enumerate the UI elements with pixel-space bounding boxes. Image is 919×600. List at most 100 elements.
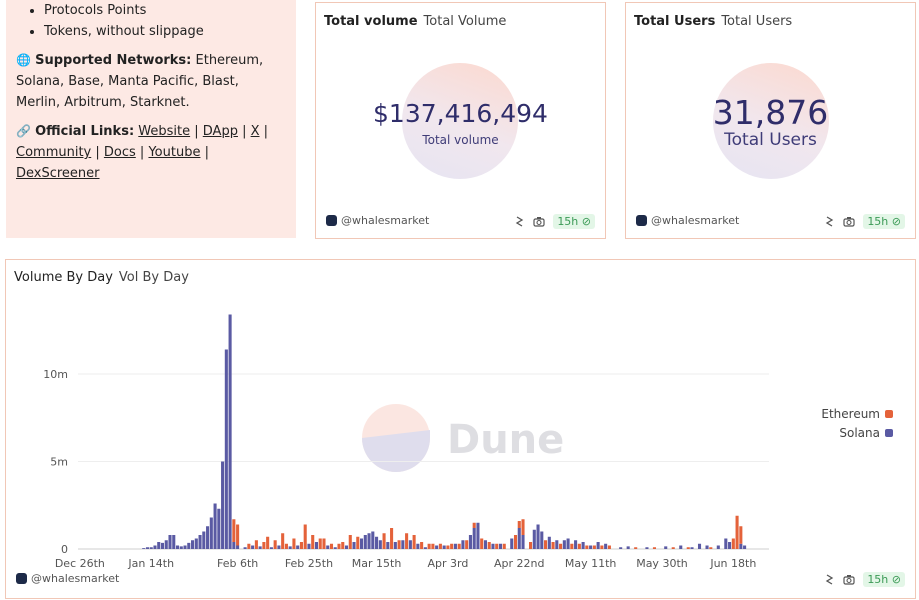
solana-bar[interactable] <box>690 547 694 549</box>
ethereum-bar[interactable] <box>318 538 322 550</box>
ethereum-bar[interactable] <box>709 547 713 549</box>
solana-bar[interactable] <box>540 531 544 550</box>
ethereum-bar[interactable] <box>390 528 394 549</box>
ethereum-bar[interactable] <box>513 535 518 549</box>
solana-bar[interactable] <box>739 543 743 549</box>
solana-bar[interactable] <box>371 531 375 550</box>
ethereum-bar[interactable] <box>577 543 581 549</box>
solana-bar[interactable] <box>679 545 683 550</box>
ethereum-bar[interactable] <box>472 522 476 528</box>
solana-bar[interactable] <box>442 545 446 550</box>
ethereum-bar[interactable] <box>570 543 574 549</box>
ethereum-bar[interactable] <box>528 542 533 549</box>
ethereum-bar[interactable] <box>299 542 303 549</box>
solana-bar[interactable] <box>232 542 236 549</box>
ethereum-bar[interactable] <box>292 538 296 550</box>
solana-bar[interactable] <box>521 535 525 549</box>
solana-bar[interactable] <box>375 536 379 549</box>
refresh-age-badge[interactable]: 15h ⊘ <box>863 572 905 587</box>
solana-bar[interactable] <box>472 528 476 549</box>
ethereum-bar[interactable] <box>487 542 491 549</box>
ethereum-bar[interactable] <box>495 543 499 549</box>
solana-bar[interactable] <box>314 542 319 549</box>
solana-bar[interactable] <box>393 542 397 549</box>
solana-bar[interactable] <box>251 545 255 550</box>
solana-bar[interactable] <box>453 543 457 549</box>
ethereum-bar[interactable] <box>232 519 236 542</box>
solana-bar[interactable] <box>296 545 300 550</box>
ethereum-bar[interactable] <box>739 526 743 544</box>
ethereum-bar[interactable] <box>457 543 461 549</box>
legend-item-solana[interactable]: Solana <box>821 424 893 443</box>
ethereum-bar[interactable] <box>254 540 258 549</box>
ethereum-bar[interactable] <box>450 543 454 549</box>
solana-bar[interactable] <box>596 542 600 549</box>
solana-bar[interactable] <box>344 545 349 550</box>
legend-item-ethereum[interactable]: Ethereum <box>821 405 893 424</box>
solana-bar[interactable] <box>555 540 559 549</box>
ethereum-bar[interactable] <box>607 545 611 550</box>
ethereum-bar[interactable] <box>420 542 424 549</box>
solana-bar[interactable] <box>743 545 747 550</box>
ethereum-bar[interactable] <box>247 543 251 549</box>
ethereum-bar[interactable] <box>544 540 548 549</box>
solana-bar[interactable] <box>589 545 593 550</box>
solana-bar[interactable] <box>228 314 232 550</box>
link-docs[interactable]: Docs <box>103 145 136 160</box>
solana-bar[interactable] <box>547 536 551 549</box>
solana-bar[interactable] <box>697 543 702 549</box>
ethereum-bar[interactable] <box>502 543 506 549</box>
ethereum-bar[interactable] <box>686 547 690 549</box>
ethereum-bar[interactable] <box>521 519 525 535</box>
solana-bar[interactable] <box>153 545 157 550</box>
solana-bar[interactable] <box>194 538 198 550</box>
solana-bar[interactable] <box>206 526 210 549</box>
solana-bar[interactable] <box>164 540 168 549</box>
solana-bar[interactable] <box>401 540 405 549</box>
solana-bar[interactable] <box>645 547 649 549</box>
solana-bar[interactable] <box>202 531 206 550</box>
solana-bar[interactable] <box>510 538 514 550</box>
link-website[interactable]: Website <box>138 124 191 139</box>
solana-bar[interactable] <box>149 547 153 549</box>
solana-bar[interactable] <box>416 543 420 549</box>
solana-bar[interactable] <box>367 533 371 549</box>
owner[interactable]: @whalesmarket <box>636 214 739 227</box>
solana-bar[interactable] <box>352 542 356 549</box>
ethereum-bar[interactable] <box>431 543 435 549</box>
solana-bar[interactable] <box>172 535 176 549</box>
fork-icon[interactable] <box>824 573 835 586</box>
solana-bar[interactable] <box>191 540 195 549</box>
solana-bar[interactable] <box>157 542 161 549</box>
owner[interactable]: @whalesmarket <box>326 214 429 227</box>
solana-bar[interactable] <box>498 543 503 549</box>
solana-bar[interactable] <box>333 547 337 549</box>
solana-bar[interactable] <box>476 522 480 549</box>
solana-bar[interactable] <box>705 545 709 550</box>
ethereum-bar[interactable] <box>465 540 469 549</box>
solana-bar[interactable] <box>269 547 273 549</box>
ethereum-bar[interactable] <box>322 538 326 550</box>
ethereum-bar[interactable] <box>356 536 360 549</box>
ethereum-bar[interactable] <box>671 547 675 549</box>
solana-bar[interactable] <box>716 545 720 550</box>
solana-bar[interactable] <box>145 547 150 549</box>
solana-bar[interactable] <box>326 545 330 550</box>
ethereum-bar[interactable] <box>329 543 334 549</box>
solana-bar[interactable] <box>363 535 367 549</box>
owner[interactable]: @whalesmarket <box>16 572 119 585</box>
solana-bar[interactable] <box>142 548 146 549</box>
ethereum-bar[interactable] <box>303 524 307 550</box>
solana-bar[interactable] <box>468 535 472 549</box>
ethereum-bar[interactable] <box>438 543 442 549</box>
solana-bar[interactable] <box>562 540 566 549</box>
solana-bar[interactable] <box>359 538 364 550</box>
ethereum-bar[interactable] <box>262 542 266 549</box>
solana-bar[interactable] <box>187 542 191 549</box>
ethereum-bar[interactable] <box>281 533 285 549</box>
solana-bar[interactable] <box>217 508 221 549</box>
fork-icon[interactable] <box>514 215 525 228</box>
solana-bar[interactable] <box>532 529 536 549</box>
solana-bar[interactable] <box>258 546 262 549</box>
camera-icon[interactable] <box>843 216 855 227</box>
